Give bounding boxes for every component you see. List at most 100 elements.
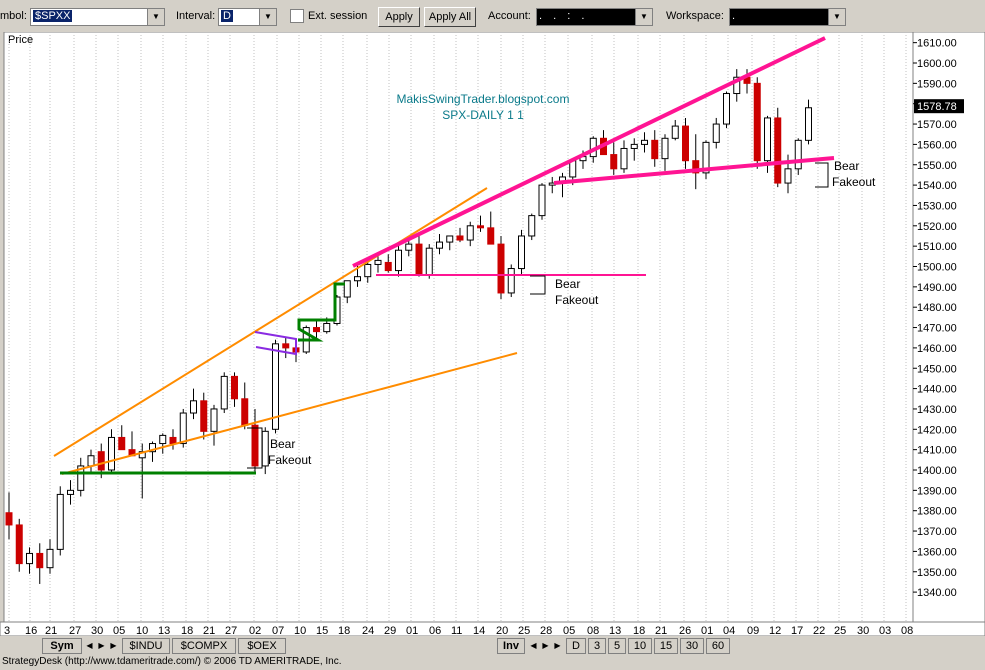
candle-body	[210, 408, 218, 432]
x-tick-label: 18	[338, 625, 350, 636]
candle-body	[446, 235, 454, 243]
interval-combo[interactable]: D ▼	[218, 8, 277, 26]
x-tick-label: 21	[655, 625, 667, 636]
status-bar: StrategyDesk (http://www.tdameritrade.co…	[0, 656, 985, 670]
workspace-value: .	[732, 10, 740, 22]
candle-body	[200, 400, 208, 432]
workspace-combo[interactable]: . ▼	[729, 8, 846, 26]
candle-body	[313, 327, 320, 333]
y-tick-label: 1470.00	[917, 323, 957, 335]
x-tick-label: 21	[45, 625, 57, 636]
fakeout-label: Fakeout	[555, 293, 599, 307]
apply-button[interactable]: Apply	[378, 7, 420, 27]
nav-prev-icon[interactable]: ◀	[86, 641, 93, 650]
tab-oex[interactable]: $OEX	[238, 638, 286, 654]
y-tick-label: 1590.00	[917, 78, 957, 90]
nav-prev-icon[interactable]: ◀	[530, 641, 537, 650]
candle-body	[651, 139, 659, 160]
candle-body	[241, 398, 249, 426]
tab-interval-30[interactable]: 30	[680, 638, 704, 654]
tab-interval-5[interactable]: 5	[608, 638, 626, 654]
candle-body	[487, 227, 495, 245]
candle-body	[251, 424, 259, 467]
candle-body	[56, 493, 64, 550]
tab-indu[interactable]: $INDU	[122, 638, 170, 654]
tab-interval-60[interactable]: 60	[706, 638, 730, 654]
pink-upper-trendline	[352, 36, 826, 268]
x-tick-label: 13	[158, 625, 170, 636]
x-tick-label: 25	[518, 625, 530, 636]
x-tick-label: 07	[272, 625, 284, 636]
tab-inv[interactable]: Inv	[497, 638, 525, 654]
x-tick-label: 04	[723, 625, 735, 636]
price-chart[interactable]: 1610.001600.001590.001580.001570.001560.…	[0, 32, 985, 636]
chevron-down-icon[interactable]: ▼	[635, 9, 652, 25]
plot-background	[3, 32, 914, 623]
x-tick-label: 01	[701, 625, 713, 636]
y-tick-label: 1540.00	[917, 180, 957, 192]
candle-body	[395, 249, 402, 272]
candle-body	[87, 455, 95, 467]
candle-body	[477, 225, 484, 229]
y-tick-label: 1450.00	[917, 363, 957, 375]
ext-session-label: Ext. session	[308, 10, 368, 22]
nav-end-icon[interactable]: ▶	[554, 641, 561, 650]
candle-body	[630, 143, 638, 149]
x-tick-label: 12	[769, 625, 781, 636]
status-text: StrategyDesk (http://www.tdameritrade.co…	[2, 656, 342, 667]
tab-sym[interactable]: Sym	[42, 638, 82, 654]
symbol-combo[interactable]: $SPXX ▼	[30, 8, 165, 26]
candle-body	[610, 154, 618, 170]
chevron-down-icon[interactable]: ▼	[147, 9, 164, 25]
chevron-down-icon[interactable]: ▼	[259, 9, 276, 25]
x-tick-label: 26	[679, 625, 691, 636]
y-tick-label: 1370.00	[917, 526, 957, 538]
candle-body	[15, 524, 23, 565]
y-tick-label: 1340.00	[917, 587, 957, 599]
x-tick-label: 30	[857, 625, 869, 636]
tab-interval-3[interactable]: 3	[588, 638, 606, 654]
orange-lower-trendline	[61, 352, 518, 475]
chevron-down-icon[interactable]: ▼	[828, 9, 845, 25]
nav-end-icon[interactable]: ▶	[110, 641, 117, 650]
candle-body	[323, 322, 331, 333]
y-tick-label: 1390.00	[917, 485, 957, 497]
candle-body	[784, 168, 792, 184]
nav-next-icon[interactable]: ▶	[542, 641, 549, 650]
x-tick-label: 18	[181, 625, 193, 636]
candle-body	[97, 451, 105, 471]
apply-all-button[interactable]: Apply All	[424, 7, 476, 27]
ext-session-checkbox[interactable]	[290, 9, 304, 23]
y-tick-label: 1360.00	[917, 546, 957, 558]
symbol-value: $SPXX	[33, 10, 73, 22]
y-tick-label: 1550.00	[917, 160, 957, 172]
x-tick-label: 21	[203, 625, 215, 636]
x-tick-label: 03	[879, 625, 891, 636]
purple-flag-pattern	[254, 331, 297, 356]
tab-interval-d[interactable]: D	[566, 638, 586, 654]
tab-interval-15[interactable]: 15	[654, 638, 678, 654]
x-tick-label: 14	[473, 625, 485, 636]
x-tick-label: 29	[384, 625, 396, 636]
candle-body	[415, 243, 423, 276]
bear-label: Bear	[834, 159, 859, 173]
green-flag-pattern	[297, 282, 345, 342]
account-combo[interactable]: . . : . ▼	[536, 8, 653, 26]
candle-body	[77, 465, 85, 491]
y-axis-title: Price	[8, 34, 33, 46]
tab-compx[interactable]: $COMPX	[172, 638, 236, 654]
tab-interval-10[interactable]: 10	[628, 638, 652, 654]
y-tick-label: 1430.00	[917, 404, 957, 416]
nav-next-icon[interactable]: ▶	[98, 641, 105, 650]
candle-body	[620, 147, 628, 170]
x-tick-label: 3	[4, 625, 10, 636]
candle-body	[343, 280, 351, 298]
candle-body	[425, 247, 433, 276]
symbol-label: mbol:	[0, 10, 27, 22]
chart-area[interactable]: 1610.001600.001590.001580.001570.001560.…	[0, 32, 985, 636]
x-tick-label: 22	[813, 625, 825, 636]
candle-body	[354, 276, 361, 282]
x-tick-label: 27	[69, 625, 81, 636]
candle-body	[764, 117, 771, 162]
candle-body	[538, 184, 546, 217]
